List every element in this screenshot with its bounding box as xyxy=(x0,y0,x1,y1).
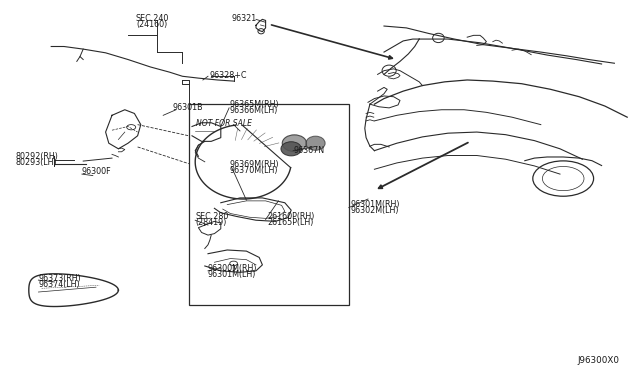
Text: 96366M(LH): 96366M(LH) xyxy=(229,106,278,115)
Text: 96302M(LH): 96302M(LH) xyxy=(350,206,399,215)
Bar xyxy=(189,104,349,305)
Text: 80292(RH): 80292(RH) xyxy=(16,153,59,161)
Text: SEC.240: SEC.240 xyxy=(136,14,169,23)
Ellipse shape xyxy=(282,135,307,152)
Text: 96369M(RH): 96369M(RH) xyxy=(229,160,279,169)
Text: J96300X0: J96300X0 xyxy=(577,356,620,365)
Text: 96300M(RH): 96300M(RH) xyxy=(208,264,257,273)
Text: 26160P(RH): 26160P(RH) xyxy=(268,212,315,221)
Text: 96301B: 96301B xyxy=(173,103,204,112)
Text: 96328+C: 96328+C xyxy=(210,71,248,80)
Text: 96300F: 96300F xyxy=(82,167,111,176)
Ellipse shape xyxy=(281,142,301,156)
Text: 96370M(LH): 96370M(LH) xyxy=(229,166,278,175)
Ellipse shape xyxy=(306,136,325,150)
Text: 96301M(LH): 96301M(LH) xyxy=(208,270,257,279)
Text: 96373(RH): 96373(RH) xyxy=(38,275,81,283)
Text: (24160): (24160) xyxy=(137,20,168,29)
Text: 26165P(LH): 26165P(LH) xyxy=(268,218,314,227)
Text: NOT FOR SALE: NOT FOR SALE xyxy=(196,119,252,128)
Text: 80293(LH): 80293(LH) xyxy=(16,158,58,167)
Text: 96365M(RH): 96365M(RH) xyxy=(229,100,279,109)
Text: 96367N: 96367N xyxy=(293,146,324,155)
Text: (28419): (28419) xyxy=(195,218,227,227)
Text: SEC.280: SEC.280 xyxy=(195,212,228,221)
Text: 96301M(RH): 96301M(RH) xyxy=(350,200,399,209)
Text: 96374(LH): 96374(LH) xyxy=(38,280,80,289)
Text: 96321: 96321 xyxy=(232,14,257,23)
